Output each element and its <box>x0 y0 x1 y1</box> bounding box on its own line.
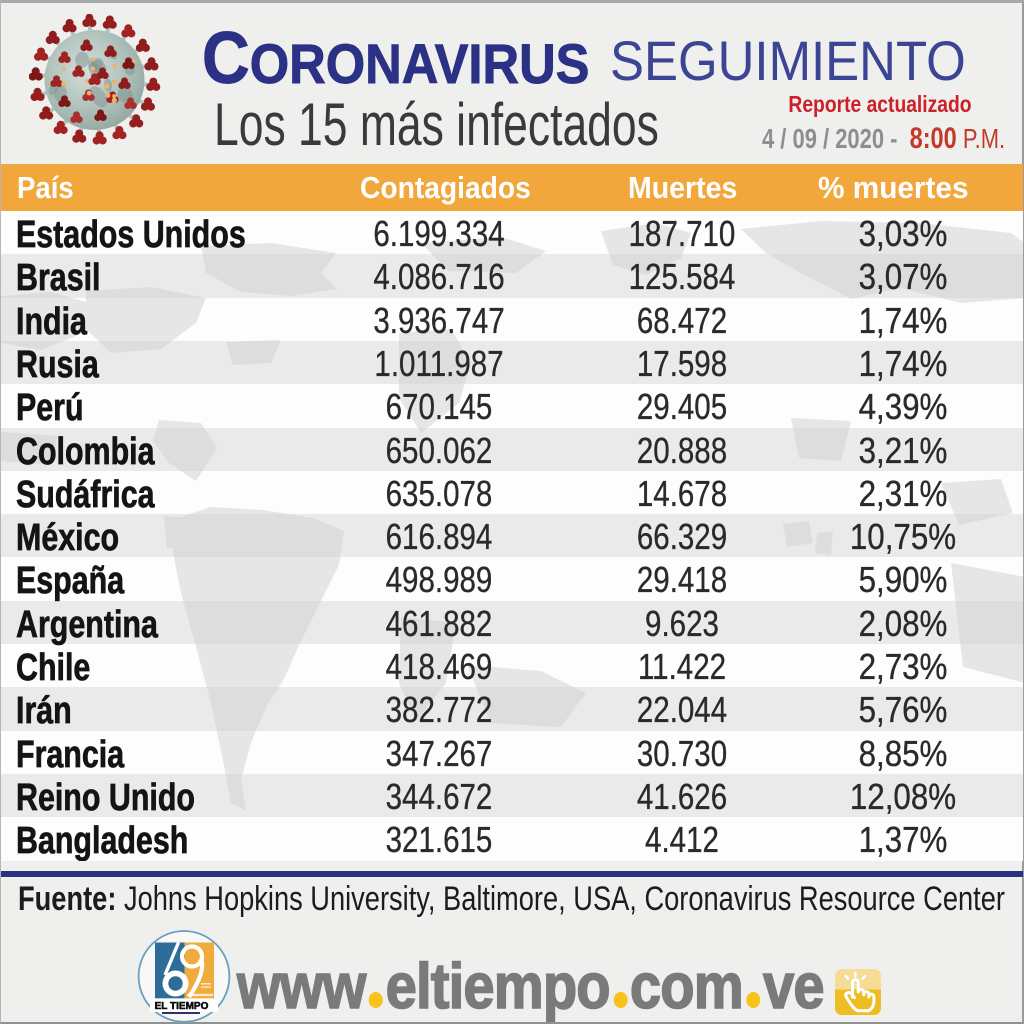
svg-text:EL TIEMPO: EL TIEMPO <box>155 1001 209 1012</box>
